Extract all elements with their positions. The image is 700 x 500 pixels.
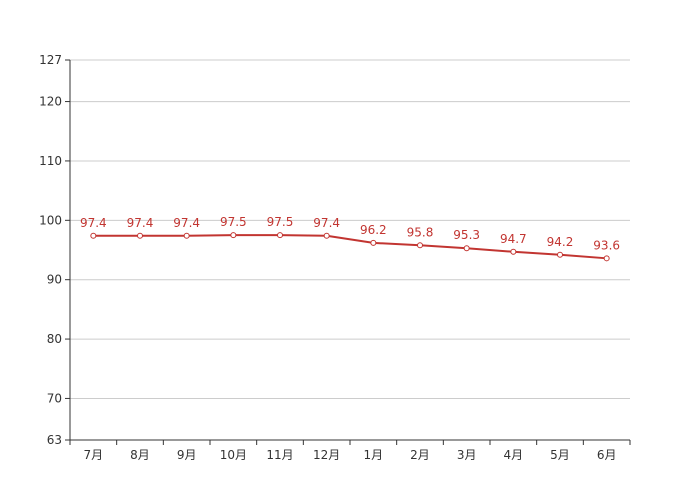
data-point-2 bbox=[183, 232, 190, 239]
x-tick-label-0: 7月 bbox=[84, 448, 104, 462]
x-tick-label-1: 8月 bbox=[130, 448, 150, 462]
data-point-6 bbox=[370, 239, 377, 246]
data-point-7 bbox=[417, 242, 423, 249]
data-label-4: 97.5 bbox=[267, 215, 294, 229]
data-point-1 bbox=[137, 232, 143, 239]
data-point-10 bbox=[557, 251, 563, 258]
data-point-9 bbox=[510, 248, 517, 255]
x-tick-label-10: 5月 bbox=[550, 448, 570, 462]
x-tick-label-7: 2月 bbox=[410, 448, 430, 462]
y-tick-label-120: 120 bbox=[39, 95, 62, 109]
data-point-0 bbox=[90, 232, 97, 239]
x-tick-label-8: 3月 bbox=[457, 448, 477, 462]
data-label-6: 96.2 bbox=[360, 223, 387, 237]
x-tick-label-5: 12月 bbox=[313, 448, 340, 462]
x-tick-label-3: 10月 bbox=[220, 448, 247, 462]
y-tick-label-63: 63 bbox=[47, 433, 62, 447]
x-tick-label-11: 6月 bbox=[597, 448, 617, 462]
y-tick-label-90: 90 bbox=[47, 273, 62, 287]
data-label-0: 97.4 bbox=[80, 216, 107, 230]
data-label-5: 97.4 bbox=[313, 216, 340, 230]
axes bbox=[65, 59, 631, 445]
y-tick-label-70: 70 bbox=[47, 391, 62, 405]
x-tick-label-9: 4月 bbox=[504, 448, 524, 462]
series-line-layer bbox=[93, 234, 607, 260]
data-label-1: 97.4 bbox=[127, 216, 154, 230]
data-label-11: 93.6 bbox=[593, 238, 620, 252]
x-tick-labels: 7月 8月 9月 10月 11月 12月 1月 2月 3月 4月 5月 6月 bbox=[84, 448, 617, 462]
data-point-3 bbox=[230, 232, 237, 239]
grid-lines bbox=[70, 59, 630, 399]
data-label-9: 94.7 bbox=[500, 232, 527, 246]
data-label-8: 95.3 bbox=[453, 228, 480, 242]
y-tick-label-100: 100 bbox=[39, 213, 62, 227]
data-labels: 97.4 97.4 97.4 97.5 97.5 97.4 96.2 95.8 95.3 94.7… bbox=[80, 215, 620, 252]
y-tick-label-127: 127 bbox=[39, 53, 62, 67]
y-tick-label-110: 110 bbox=[39, 154, 62, 168]
data-label-10: 94.2 bbox=[547, 235, 574, 249]
data-point-5 bbox=[323, 232, 330, 239]
x-tick-label-2: 9月 bbox=[177, 448, 197, 462]
data-point-11 bbox=[603, 255, 610, 262]
data-point-8 bbox=[463, 245, 470, 252]
y-tick-labels: 63 70 80 90 100 110 120 127 bbox=[39, 53, 62, 447]
data-label-2: 97.4 bbox=[173, 216, 200, 230]
data-label-3: 97.5 bbox=[220, 215, 247, 229]
x-tick-label-6: 1月 bbox=[364, 448, 384, 462]
x-tick-label-4: 11月 bbox=[266, 448, 293, 462]
data-points bbox=[90, 232, 610, 262]
data-label-7: 95.8 bbox=[407, 225, 434, 239]
y-tick-label-80: 80 bbox=[47, 332, 62, 346]
data-point-4 bbox=[277, 232, 283, 239]
series-line-0 bbox=[93, 234, 607, 260]
